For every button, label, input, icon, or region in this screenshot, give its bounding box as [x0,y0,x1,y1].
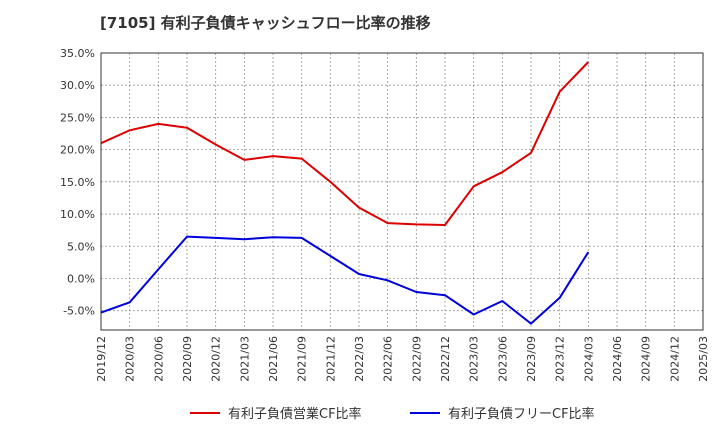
x-tick-label: 2023/03 [468,336,481,382]
x-tick-label: 2022/12 [439,336,452,382]
y-tick-label: 15.0% [60,176,95,189]
legend-label-2: 有利子負債フリーCF比率 [448,406,595,422]
series-line-1 [100,61,590,226]
legend: 有利子負債営業CF比率 有利子負債フリーCF比率 [190,406,595,422]
y-tick-label: 25.0% [60,111,95,124]
x-tick-label: 2024/12 [668,336,681,382]
plot-frame [100,52,704,331]
x-tick-label: 2024/03 [582,336,595,382]
x-tick-label: 2020/03 [124,336,137,382]
x-tick-label: 2021/12 [324,336,337,382]
series-layer [100,61,590,325]
x-tick-label: 2020/06 [152,336,165,382]
x-tick-label: 2024/06 [611,336,624,382]
x-axis-ticks: 2019/12 2020/03 2020/06 2020/09 2020/12 2021/… [95,336,710,382]
y-tick-label: 30.0% [60,79,95,92]
y-tick-label: 20.0% [60,144,95,157]
x-tick-label: 2022/09 [410,336,423,382]
x-tick-label: 2019/12 [95,336,108,382]
x-tick-label: 2024/09 [640,336,653,382]
y-tick-label: 10.0% [60,208,95,221]
x-tick-label: 2023/12 [554,336,567,382]
legend-label-1: 有利子負債営業CF比率 [228,406,362,422]
x-tick-label: 2025/03 [697,336,710,382]
y-tick-label: 0.0% [67,272,95,285]
chart-title: [7105] 有利子負債キャッシュフロー比率の推移 [100,14,431,32]
y-tick-label: 35.0% [60,47,95,60]
x-tick-label: 2021/03 [238,336,251,382]
x-tick-label: 2021/06 [267,336,280,382]
x-tick-label: 2020/09 [181,336,194,382]
x-tick-label: 2021/09 [296,336,309,382]
x-tick-label: 2020/12 [210,336,223,382]
x-tick-label: 2022/03 [353,336,366,382]
grid-layer [100,52,704,330]
x-tick-label: 2022/06 [382,336,395,382]
y-axis-ticks: 35.0% 30.0% 25.0% 20.0% 15.0% 10.0% 5.0% 0.0% -5… [60,47,95,318]
series-line-2 [100,235,590,325]
y-tick-label: 5.0% [67,240,95,253]
x-tick-label: 2023/06 [496,336,509,382]
x-tick-label: 2023/09 [525,336,538,382]
y-tick-label: -5.0% [63,305,95,318]
